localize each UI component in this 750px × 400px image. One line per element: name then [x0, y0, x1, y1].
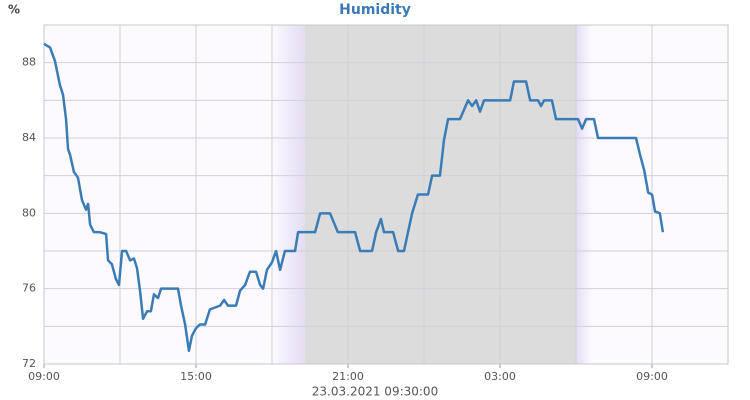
x-tick-label: 09:00	[636, 370, 668, 383]
shaded-band	[304, 25, 576, 364]
plot-border	[43, 24, 729, 365]
x-tick-label: 03:00	[484, 370, 516, 383]
y-unit: %	[8, 3, 20, 17]
y-tick-label: 76	[22, 282, 36, 295]
y-tick-label: 88	[22, 56, 36, 69]
x-tick-label: 09:00	[28, 370, 60, 383]
x-tick-label: 21:00	[332, 370, 364, 383]
y-tick-label: 72	[22, 357, 36, 370]
y-tick-label: 84	[22, 131, 36, 144]
x-axis-label: 23.03.2021 09:30:00	[312, 385, 438, 399]
x-tick-label: 15:00	[180, 370, 212, 383]
data-line	[43, 42, 665, 353]
chart-title: Humidity	[339, 2, 411, 18]
shaded-band	[272, 25, 305, 364]
shaded-band	[576, 25, 592, 364]
y-tick-label: 80	[22, 206, 36, 219]
